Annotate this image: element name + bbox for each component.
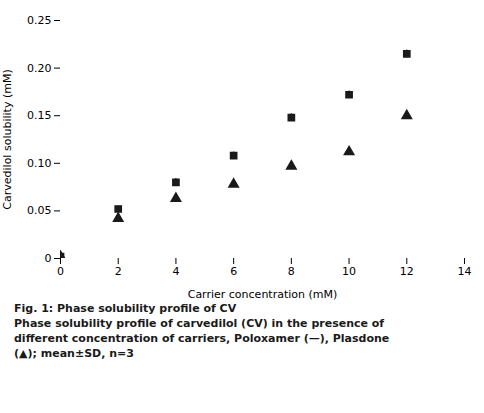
html-text:Fig. 1: Phase solubility profi: Fig. 1: Phase solubility profile of CV [14, 302, 237, 315]
svg-text:10: 10 [342, 265, 356, 278]
svg-text:4: 4 [172, 265, 179, 278]
svg-text:0.10: 0.10 [27, 157, 52, 170]
svg-text:12: 12 [400, 265, 414, 278]
html-text:(▲); mean±SD, n=3: (▲); mean±SD, n=3 [14, 346, 134, 360]
svg-text:0.25: 0.25 [27, 14, 52, 27]
svg-text:2: 2 [115, 265, 122, 278]
svg-text:0: 0 [57, 265, 64, 278]
svg-text:14: 14 [458, 265, 472, 278]
svg-text:6: 6 [230, 265, 237, 278]
svg-text:0: 0 [45, 252, 52, 265]
html-text:Phase solubility profile of ca: Phase solubility profile of carvedilol (… [14, 316, 385, 330]
html-text:different concentration of car: different concentration of carriers, Pol… [14, 331, 390, 345]
svg-text:8: 8 [288, 265, 295, 278]
svg-text:Carvedilol solubility (mM): Carvedilol solubility (mM) [1, 69, 14, 209]
svg-text:0.20: 0.20 [27, 62, 52, 75]
svg-text:0.15: 0.15 [27, 109, 52, 122]
svg-text:Carrier concentration (mM): Carrier concentration (mM) [188, 288, 338, 301]
svg-text:0.05: 0.05 [27, 204, 52, 217]
